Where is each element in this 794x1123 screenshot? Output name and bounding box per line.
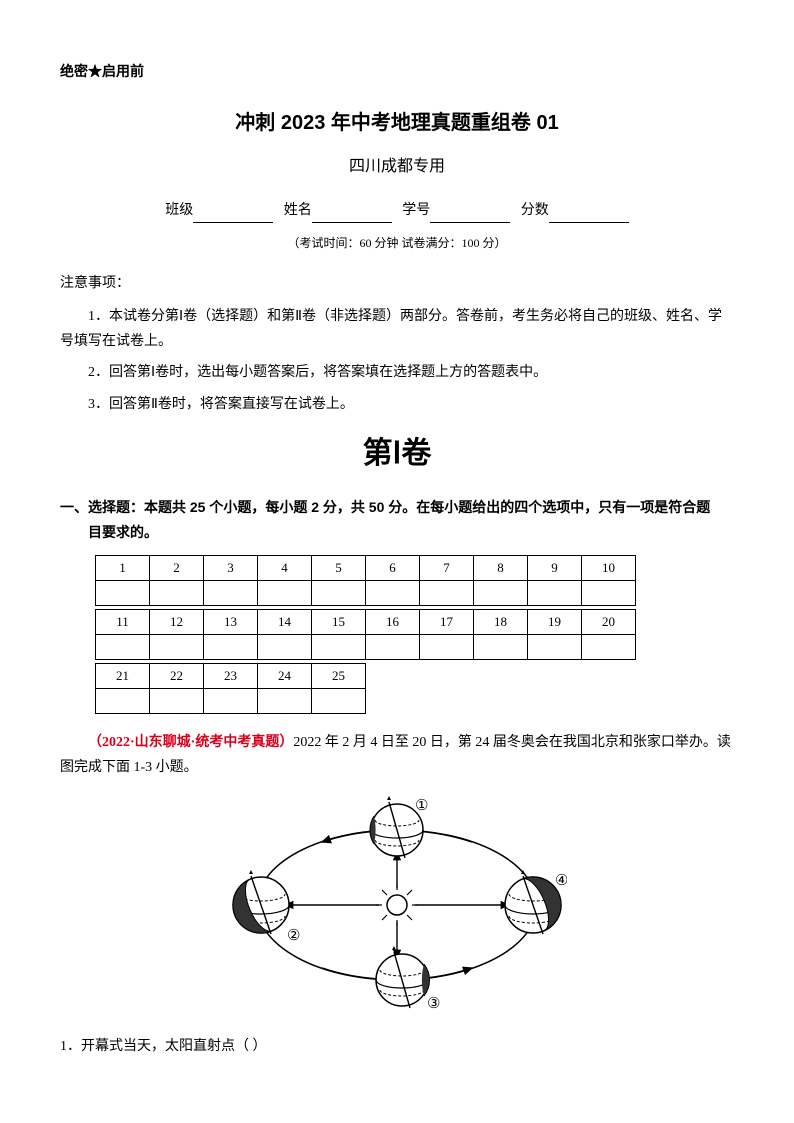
answer-blank-cell[interactable] [203, 688, 258, 714]
answer-header-cell: 20 [581, 609, 636, 635]
answer-blank-cell[interactable] [257, 580, 312, 606]
note-item: 3．回答第Ⅱ卷时，将答案直接写在试卷上。 [60, 392, 734, 417]
answer-header-cell: 12 [149, 609, 204, 635]
question-source: （2022·山东聊城·统考中考真题） [88, 735, 293, 750]
question-context: （2022·山东聊城·统考中考真题）2022 年 2 月 4 日至 20 日，第… [60, 730, 734, 780]
answer-blank-cell[interactable] [473, 580, 528, 606]
answer-header-cell: 23 [203, 663, 258, 689]
section-1-desc-lead: 一、选择题：本题共 25 个小题，每小题 2 分，共 50 分。在每小题给出的四… [60, 499, 710, 515]
answer-blank-cell[interactable] [419, 580, 474, 606]
note-item: 2．回答第Ⅰ卷时，选出每小题答案后，将答案填在选择题上方的答题表中。 [60, 360, 734, 385]
answer-blank-cell[interactable] [95, 688, 150, 714]
globe-position-2 [227, 870, 289, 942]
student-info-line: 班级 姓名 学号 分数 [60, 198, 734, 223]
answer-header-row: 2122232425 [95, 664, 734, 689]
answer-blank-cell[interactable] [527, 634, 582, 660]
answer-blank-cell[interactable] [473, 634, 528, 660]
section-1-title: 第Ⅰ卷 [60, 427, 734, 481]
id-blank[interactable] [430, 205, 510, 223]
answer-table: 1234567891011121314151617181920212223242… [95, 555, 734, 714]
answer-blank-cell[interactable] [95, 634, 150, 660]
note-item: 1．本试卷分第Ⅰ卷（选择题）和第Ⅱ卷（非选择题）两部分。答卷前，考生务必将自己的… [60, 304, 734, 354]
section-1-description: 一、选择题：本题共 25 个小题，每小题 2 分，共 50 分。在每小题给出的四… [60, 495, 734, 545]
answer-blank-cell[interactable] [365, 634, 420, 660]
answer-header-cell: 17 [419, 609, 474, 635]
answer-header-cell: 25 [311, 663, 366, 689]
answer-header-cell: 15 [311, 609, 366, 635]
score-blank[interactable] [549, 205, 629, 223]
answer-header-cell: 16 [365, 609, 420, 635]
answer-header-cell: 21 [95, 663, 150, 689]
answer-header-cell: 4 [257, 555, 312, 581]
answer-header-cell: 1 [95, 555, 150, 581]
answer-blank-cell[interactable] [149, 580, 204, 606]
answer-header-row: 12345678910 [95, 555, 734, 581]
answer-blank-cell[interactable] [311, 580, 366, 606]
answer-header-cell: 3 [203, 555, 258, 581]
name-label: 姓名 [284, 203, 312, 218]
answer-header-cell: 8 [473, 555, 528, 581]
answer-blank-cell[interactable] [203, 634, 258, 660]
answer-blank-row [95, 581, 734, 606]
exam-meta: （考试时间：60 分钟 试卷满分：100 分） [60, 233, 734, 255]
diagram-label-3: ③ [427, 996, 440, 1010]
answer-header-cell: 24 [257, 663, 312, 689]
answer-blank-cell[interactable] [257, 634, 312, 660]
answer-blank-cell[interactable] [149, 688, 204, 714]
answer-blank-cell[interactable] [581, 634, 636, 660]
answer-header-row: 11121314151617181920 [95, 610, 734, 635]
exam-title: 冲刺 2023 年中考地理真题重组卷 01 [60, 105, 734, 141]
answer-blank-cell[interactable] [95, 580, 150, 606]
answer-header-cell: 9 [527, 555, 582, 581]
answer-header-cell: 14 [257, 609, 312, 635]
answer-blank-cell[interactable] [419, 634, 474, 660]
score-label: 分数 [521, 203, 549, 218]
answer-blank-row [95, 635, 734, 660]
answer-header-cell: 19 [527, 609, 582, 635]
confidential-label: 绝密★启用前 [60, 60, 734, 85]
answer-header-cell: 5 [311, 555, 366, 581]
id-label: 学号 [402, 203, 430, 218]
answer-blank-row [95, 689, 734, 714]
answer-header-cell: 10 [581, 555, 636, 581]
answer-blank-cell[interactable] [149, 634, 204, 660]
class-label: 班级 [165, 203, 193, 218]
answer-blank-cell[interactable] [365, 580, 420, 606]
orbit-svg: ① ② ③ ④ [227, 790, 567, 1010]
notes-title: 注意事项： [60, 271, 734, 296]
answer-header-cell: 11 [95, 609, 150, 635]
diagram-label-1: ① [415, 798, 428, 814]
section-1-desc-cont: 目要求的。 [88, 520, 734, 545]
question-1: 1．开幕式当天，太阳直射点（ ） [60, 1034, 734, 1059]
answer-header-cell: 7 [419, 555, 474, 581]
exam-subtitle: 四川成都专用 [60, 153, 734, 182]
answer-blank-cell[interactable] [527, 580, 582, 606]
diagram-label-2: ② [287, 928, 300, 944]
globe-position-3 [376, 946, 430, 1008]
class-blank[interactable] [193, 205, 273, 223]
answer-header-cell: 22 [149, 663, 204, 689]
answer-header-cell: 6 [365, 555, 420, 581]
answer-blank-cell[interactable] [257, 688, 312, 714]
answer-header-cell: 2 [149, 555, 204, 581]
answer-blank-cell[interactable] [311, 634, 366, 660]
answer-header-cell: 13 [203, 609, 258, 635]
name-blank[interactable] [312, 205, 392, 223]
diagram-label-4: ④ [555, 873, 567, 889]
answer-blank-cell[interactable] [311, 688, 366, 714]
answer-header-cell: 18 [473, 609, 528, 635]
orbit-diagram: ① ② ③ ④ [60, 790, 734, 1019]
answer-blank-cell[interactable] [581, 580, 636, 606]
answer-blank-cell[interactable] [203, 580, 258, 606]
